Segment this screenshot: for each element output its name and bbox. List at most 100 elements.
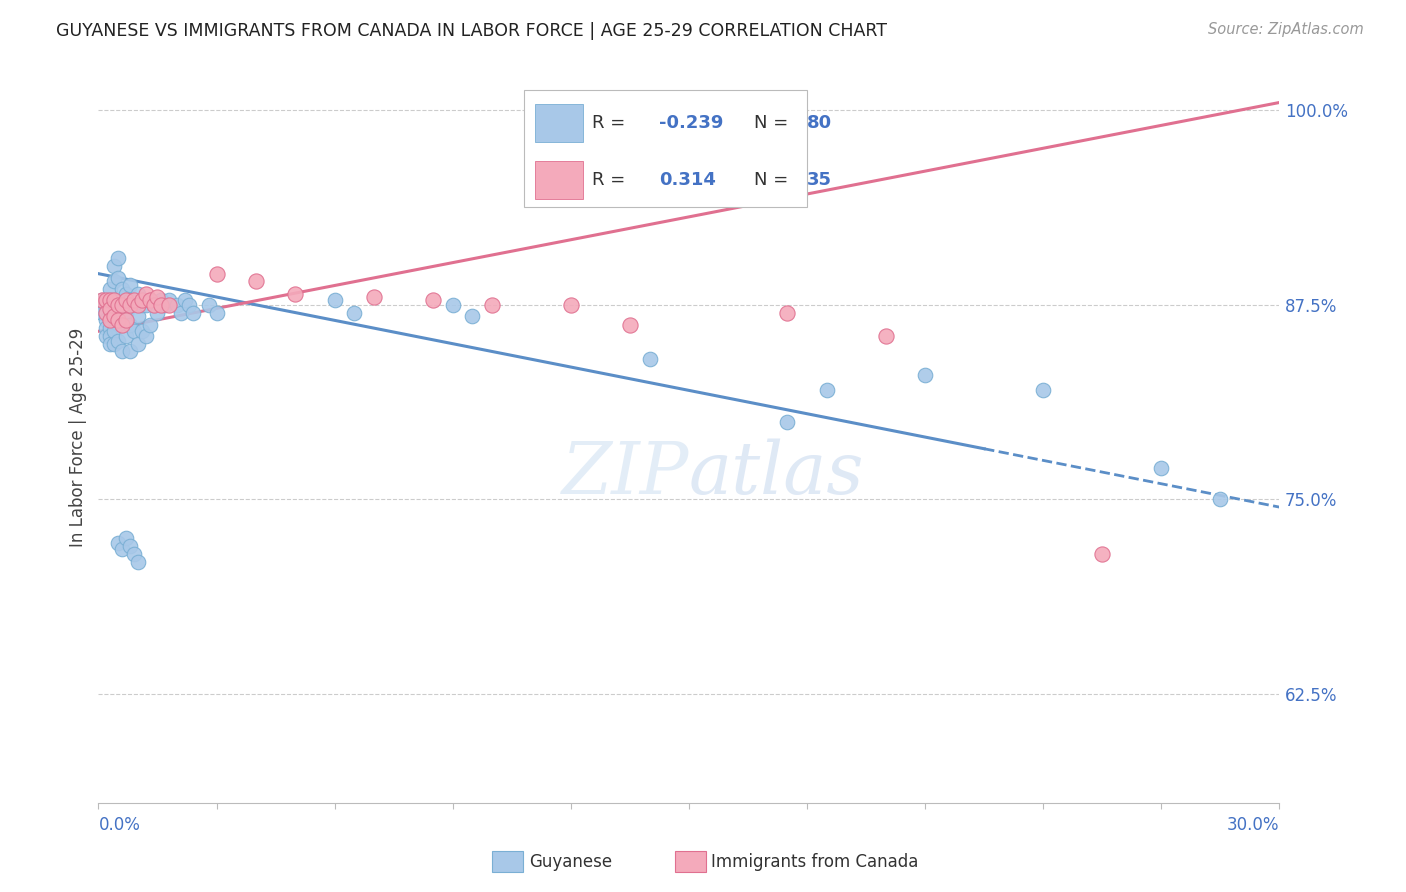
Point: [96, 298, 118, 312]
Point: [245, 275, 267, 289]
Point: [98, 293, 121, 307]
Point: [343, 305, 366, 319]
Point: [776, 415, 799, 429]
Point: [98, 313, 121, 327]
Point: [441, 298, 464, 312]
Point: [107, 251, 129, 265]
Point: [91, 293, 114, 307]
Point: [103, 293, 125, 307]
Point: [118, 344, 141, 359]
Point: [122, 547, 145, 561]
Text: R =: R =: [592, 114, 626, 132]
Point: [96, 321, 118, 335]
Point: [138, 318, 160, 332]
Point: [115, 531, 138, 545]
Text: 35: 35: [807, 171, 832, 189]
Point: [150, 293, 173, 307]
Point: [1209, 492, 1232, 507]
Point: [103, 305, 125, 319]
Point: [107, 313, 129, 327]
Point: [111, 282, 134, 296]
Point: [174, 293, 197, 307]
Point: [619, 318, 641, 332]
Point: [181, 305, 204, 319]
Point: [103, 259, 125, 273]
Point: [107, 313, 129, 327]
Text: -0.239: -0.239: [659, 114, 724, 132]
Text: Source: ZipAtlas.com: Source: ZipAtlas.com: [1208, 22, 1364, 37]
Point: [91, 302, 114, 317]
Point: [115, 313, 138, 327]
Point: [122, 298, 145, 312]
Point: [127, 298, 149, 312]
Point: [170, 305, 193, 319]
Point: [115, 305, 138, 319]
Point: [197, 298, 219, 312]
Point: [96, 305, 118, 319]
Point: [115, 329, 138, 343]
Point: [560, 298, 582, 312]
Point: [323, 293, 346, 307]
Text: N =: N =: [754, 114, 789, 132]
Point: [98, 336, 121, 351]
Point: [98, 293, 121, 307]
Point: [146, 305, 169, 319]
Text: ZIP: ZIP: [561, 438, 689, 509]
Point: [103, 309, 125, 323]
FancyBboxPatch shape: [536, 104, 582, 143]
Point: [135, 329, 157, 343]
Point: [166, 298, 188, 312]
Point: [115, 286, 138, 301]
Point: [481, 298, 503, 312]
Point: [118, 539, 141, 553]
Point: [138, 293, 160, 307]
Point: [177, 298, 200, 312]
Point: [914, 368, 936, 382]
Point: [107, 271, 129, 285]
Point: [157, 293, 180, 307]
Point: [142, 298, 165, 312]
Point: [638, 352, 661, 367]
Point: [118, 277, 141, 292]
Point: [118, 318, 141, 332]
Point: [118, 293, 141, 307]
Text: 0.314: 0.314: [659, 171, 716, 189]
Point: [131, 324, 153, 338]
Point: [118, 298, 141, 312]
Text: GUYANESE VS IMMIGRANTS FROM CANADA IN LABOR FORCE | AGE 25-29 CORRELATION CHART: GUYANESE VS IMMIGRANTS FROM CANADA IN LA…: [56, 22, 887, 40]
Text: atlas: atlas: [689, 438, 865, 509]
Point: [111, 298, 134, 312]
Point: [138, 293, 160, 307]
Point: [96, 305, 118, 319]
Text: Guyanese: Guyanese: [529, 853, 612, 871]
Point: [91, 305, 114, 319]
Point: [111, 542, 134, 557]
Point: [131, 298, 153, 312]
Point: [127, 286, 149, 301]
Point: [96, 293, 118, 307]
Point: [107, 334, 129, 348]
Point: [1091, 547, 1114, 561]
Text: Immigrants from Canada: Immigrants from Canada: [711, 853, 918, 871]
Point: [205, 305, 228, 319]
Point: [131, 293, 153, 307]
Point: [96, 313, 118, 327]
Point: [98, 302, 121, 317]
Point: [111, 318, 134, 332]
Point: [98, 310, 121, 325]
Point: [422, 293, 444, 307]
Point: [107, 536, 129, 550]
Point: [1032, 384, 1054, 398]
Point: [150, 298, 173, 312]
Point: [107, 293, 129, 307]
Point: [284, 286, 307, 301]
Text: R =: R =: [592, 171, 626, 189]
Point: [205, 267, 228, 281]
Point: [103, 293, 125, 307]
Point: [96, 329, 118, 343]
Point: [127, 309, 149, 323]
Text: 80: 80: [807, 114, 832, 132]
Point: [107, 298, 129, 312]
Point: [103, 324, 125, 338]
Point: [111, 298, 134, 312]
